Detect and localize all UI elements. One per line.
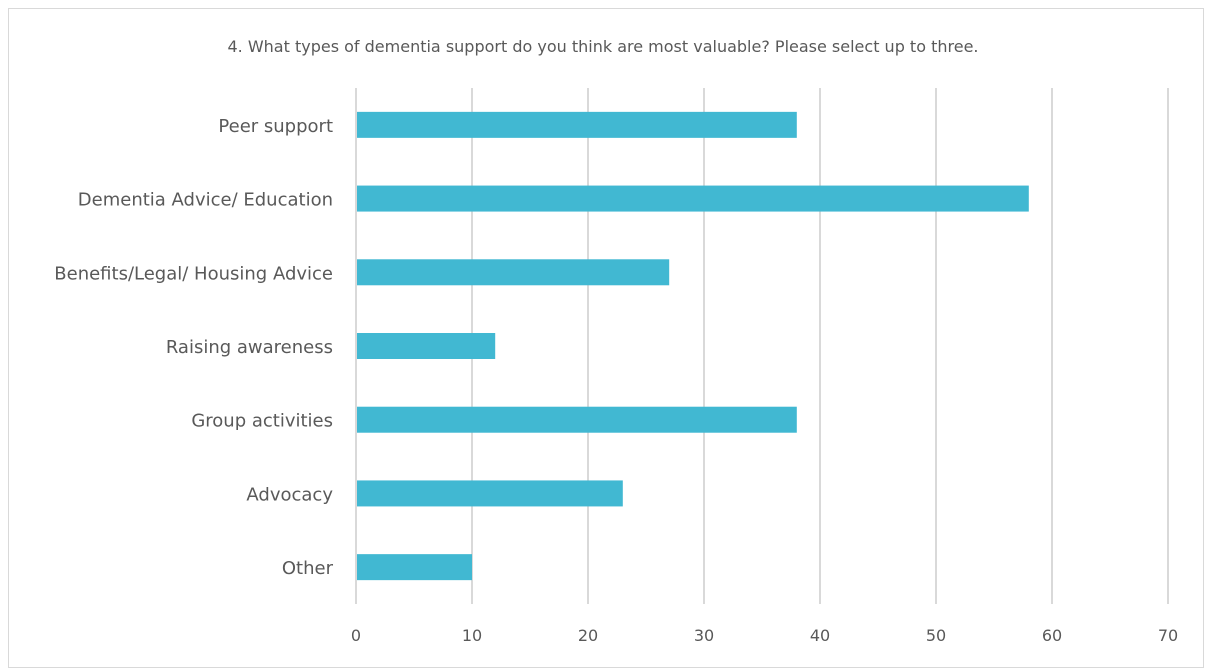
x-tick-label: 30 <box>694 626 714 645</box>
x-tick-label: 40 <box>810 626 830 645</box>
x-tick-label: 20 <box>578 626 598 645</box>
category-label: Peer support <box>218 116 333 137</box>
bar <box>356 185 1029 212</box>
x-tick-label: 70 <box>1158 626 1178 645</box>
bar <box>356 406 797 433</box>
bar <box>356 111 797 138</box>
category-label: Advocacy <box>246 484 333 505</box>
category-label: Dementia Advice/ Education <box>78 190 333 211</box>
category-label: Group activities <box>191 411 333 432</box>
x-tick-label: 10 <box>462 626 482 645</box>
x-tick-label: 50 <box>926 626 946 645</box>
x-tick-label: 60 <box>1042 626 1062 645</box>
bar <box>356 554 472 581</box>
x-tick-labels: 0 10 20 30 40 50 60 70 <box>351 626 1178 645</box>
category-labels: Peer support Dementia Advice/ Education Be… <box>54 116 333 579</box>
bar <box>356 333 496 359</box>
bar <box>356 259 670 286</box>
bars <box>356 111 1029 581</box>
bar <box>356 480 623 507</box>
gridlines <box>471 88 1169 604</box>
category-label: Benefits/Legal/ Housing Advice <box>54 263 333 284</box>
x-tick-label: 0 <box>351 626 361 645</box>
category-label: Other <box>282 558 334 579</box>
chart-title: 4. What types of dementia support do you… <box>227 37 979 56</box>
category-label: Raising awareness <box>166 337 333 358</box>
